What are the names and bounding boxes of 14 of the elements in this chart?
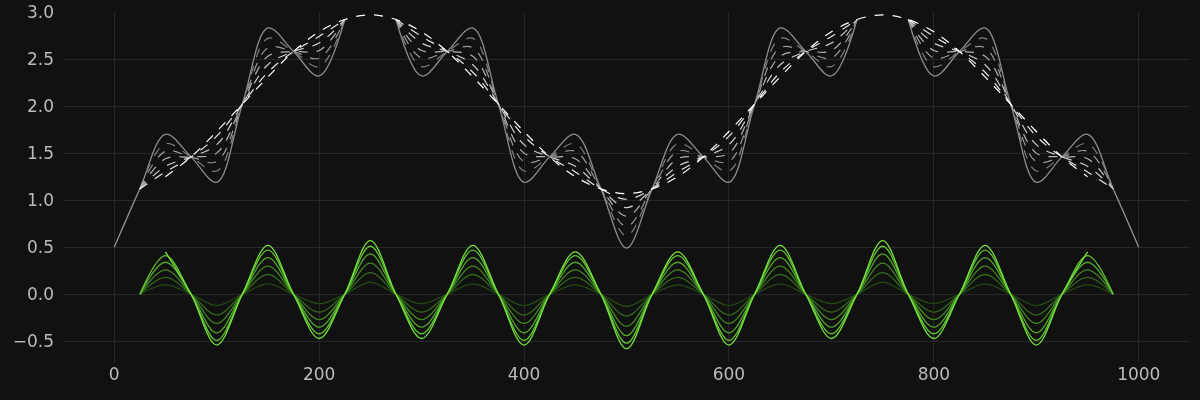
y-tick-label: 2.5 bbox=[26, 48, 54, 69]
x-tick-label: 600 bbox=[712, 364, 746, 384]
y-tick-label: −0.5 bbox=[12, 331, 54, 352]
x-tick-label: 200 bbox=[302, 364, 336, 384]
y-tick-label: 1.0 bbox=[26, 190, 54, 211]
x-tick-label: 400 bbox=[507, 364, 541, 384]
x-tick-label: 1000 bbox=[1117, 364, 1161, 384]
x-tick-label: 0 bbox=[108, 364, 120, 384]
y-tick-label: 0.0 bbox=[26, 284, 54, 305]
y-tick-label: 2.0 bbox=[26, 96, 54, 117]
y-tick-label: 3.0 bbox=[26, 1, 54, 22]
y-tick-label: 1.5 bbox=[26, 143, 54, 164]
x-tick-label: 800 bbox=[917, 364, 951, 384]
y-tick-label: 0.5 bbox=[26, 237, 54, 258]
